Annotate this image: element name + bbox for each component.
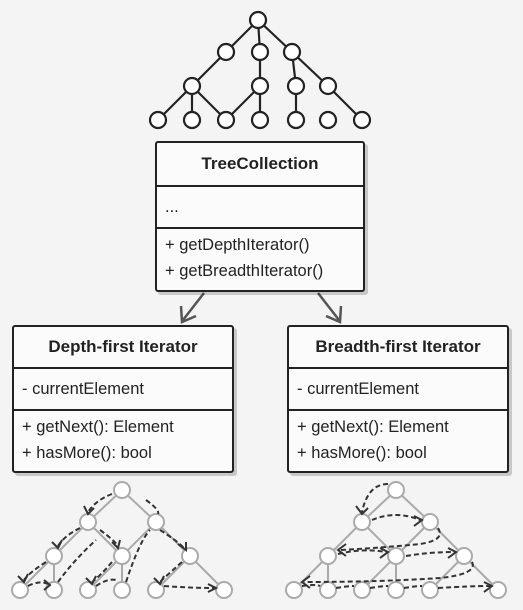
tree-node	[320, 112, 336, 128]
tree-node	[320, 78, 336, 94]
method: + hasMore(): bool	[22, 440, 224, 466]
fields-section: ...	[157, 185, 363, 227]
tree-node	[252, 112, 268, 128]
method: + getBreadthIterator()	[165, 258, 355, 284]
method: + hasMore(): bool	[297, 440, 499, 466]
class-name: Depth-first Iterator	[14, 327, 232, 367]
tree-node	[184, 78, 200, 94]
breadth-first-tree-illustration	[286, 482, 506, 598]
class-name: Breadth-first Iterator	[289, 327, 507, 367]
tree-node	[150, 112, 166, 128]
methods-section: + getNext(): Element + hasMore(): bool	[289, 409, 507, 466]
depth-first-iterator-class: Depth-first Iterator - currentElement + …	[12, 325, 234, 473]
methods-section: + getDepthIterator() + getBreadthIterato…	[157, 227, 363, 284]
tree-collection-class: TreeCollection ... + getDepthIterator() …	[155, 141, 365, 292]
tree-node	[354, 112, 370, 128]
tree-node	[288, 112, 304, 128]
field: ...	[165, 194, 179, 220]
tree-node	[218, 44, 234, 60]
association-arrows	[181, 293, 341, 322]
method: + getNext(): Element	[297, 414, 499, 440]
field: - currentElement	[297, 376, 419, 402]
tree-node	[252, 44, 268, 60]
depth-first-tree-illustration	[12, 482, 232, 598]
breadth-first-iterator-class: Breadth-first Iterator - currentElement …	[287, 325, 509, 473]
field: - currentElement	[22, 376, 144, 402]
tree-node	[284, 44, 300, 60]
class-name: TreeCollection	[157, 143, 363, 185]
tree-node	[218, 112, 234, 128]
methods-section: + getNext(): Element + hasMore(): bool	[14, 409, 232, 466]
tree-node	[184, 112, 200, 128]
method: + getNext(): Element	[22, 414, 224, 440]
fields-section: - currentElement	[289, 367, 507, 409]
fields-section: - currentElement	[14, 367, 232, 409]
method: + getDepthIterator()	[165, 232, 355, 258]
tree-node	[250, 12, 266, 28]
tree-node	[252, 78, 268, 94]
tree-node	[288, 78, 304, 94]
